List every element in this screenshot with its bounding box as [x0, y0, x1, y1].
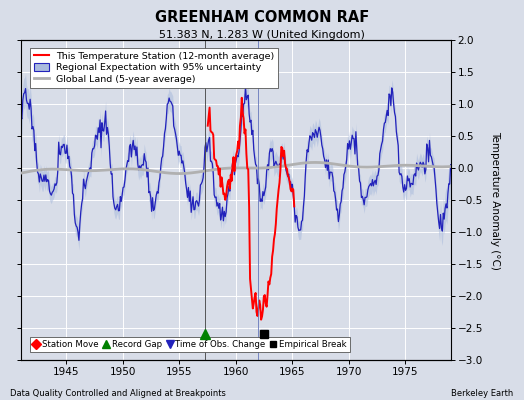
Text: Data Quality Controlled and Aligned at Breakpoints: Data Quality Controlled and Aligned at B… [10, 389, 226, 398]
Legend: Station Move, Record Gap, Time of Obs. Change, Empirical Break: Station Move, Record Gap, Time of Obs. C… [29, 337, 350, 352]
Y-axis label: Temperature Anomaly (°C): Temperature Anomaly (°C) [489, 130, 499, 270]
Text: 51.383 N, 1.283 W (United Kingdom): 51.383 N, 1.283 W (United Kingdom) [159, 30, 365, 40]
Text: Berkeley Earth: Berkeley Earth [451, 389, 514, 398]
Text: GREENHAM COMMON RAF: GREENHAM COMMON RAF [155, 10, 369, 25]
